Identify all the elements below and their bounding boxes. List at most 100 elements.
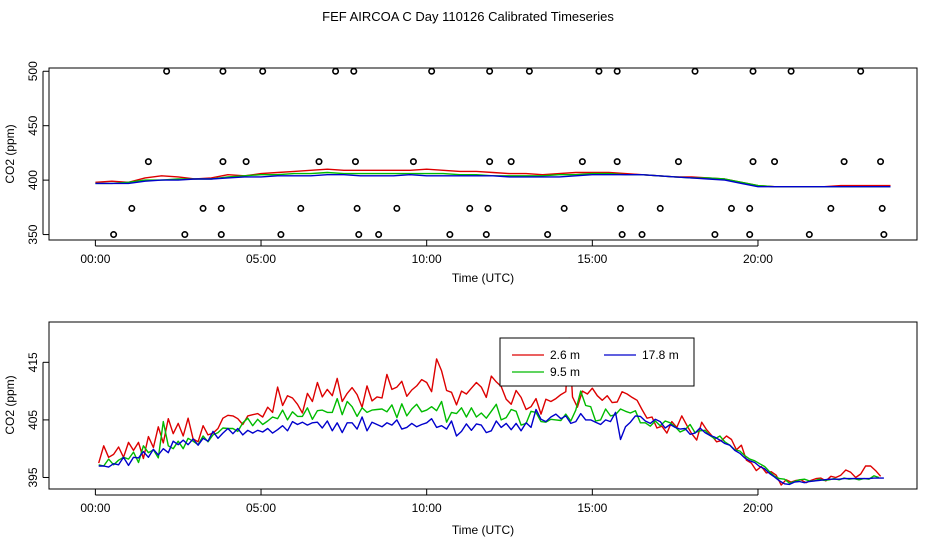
calibration-point [486, 158, 494, 166]
calibration-point [110, 231, 118, 239]
x-tick-label: 10:00 [412, 501, 442, 515]
calibration-point [691, 67, 699, 75]
calibration-point [446, 231, 454, 239]
x-tick-label: 05:00 [246, 501, 276, 515]
x-axis-label: Time (UTC) [452, 271, 514, 285]
calibration-point [746, 204, 754, 212]
calibration-point [578, 158, 586, 166]
calibration-point [351, 158, 359, 166]
calibration-point [355, 231, 363, 239]
calibration-point [618, 231, 626, 239]
x-tick-label: 20:00 [743, 252, 773, 266]
calibration-point [353, 204, 361, 212]
legend-box [499, 337, 695, 387]
calibration-point [878, 204, 886, 212]
calibration-point [199, 204, 207, 212]
x-axis: 00:00 05:00 10:00 15:00 20:00 [80, 240, 773, 266]
y-tick-label: 415 [26, 352, 40, 372]
calibration-point [827, 204, 835, 212]
calibration-point [674, 158, 682, 166]
calibration-point [560, 204, 568, 212]
calibration-point [638, 231, 646, 239]
calibration-point [428, 67, 436, 75]
y-axis: 350 400 450 500 [26, 61, 49, 245]
plot-frame [48, 321, 918, 490]
calibration-point [482, 231, 490, 239]
x-axis: 00:00 05:00 10:00 15:00 20:00 [80, 489, 773, 515]
calibration-point [746, 231, 754, 239]
x-axis-label: Time (UTC) [452, 523, 514, 537]
calibration-point [242, 158, 250, 166]
calibration-point [787, 67, 795, 75]
x-tick-label: 00:00 [80, 252, 110, 266]
calibration-point [771, 158, 779, 166]
figure-title: FEF AIRCOA C Day 110126 Calibrated Times… [322, 9, 614, 24]
x-tick-label: 20:00 [743, 501, 773, 515]
panel-co2-by-height: 00:00 05:00 10:00 15:00 20:00 395 405 415 Time… [3, 321, 918, 537]
calibration-point [277, 231, 285, 239]
calibration-point [332, 67, 340, 75]
calibration-point [128, 204, 136, 212]
legend-label-17-8m: 17.8 m [642, 348, 679, 362]
calibration-point [375, 231, 383, 239]
y-tick-label: 400 [26, 170, 40, 190]
calibration-point [181, 231, 189, 239]
calibration-point [880, 231, 888, 239]
calibration-point [711, 231, 719, 239]
plot-marks [95, 67, 891, 239]
calibration-point [144, 158, 152, 166]
plot-frame [48, 67, 918, 241]
calibration-point [219, 67, 227, 75]
calibration-point [409, 158, 417, 166]
calibration-point [544, 231, 552, 239]
x-tick-label: 15:00 [577, 501, 607, 515]
x-tick-label: 05:00 [246, 252, 276, 266]
calibration-point [163, 67, 171, 75]
calibration-point [259, 67, 267, 75]
y-axis: 395 405 415 [26, 352, 49, 487]
y-tick-label: 395 [26, 467, 40, 487]
series-line-17-8-m [98, 408, 884, 486]
y-tick-label: 450 [26, 115, 40, 135]
calibration-point [840, 158, 848, 166]
calibration-point [656, 204, 664, 212]
y-tick-label: 405 [26, 410, 40, 430]
calibration-point [595, 67, 603, 75]
calibration-point [805, 231, 813, 239]
calibration-point [484, 204, 492, 212]
calibration-point [749, 158, 757, 166]
calibration-point [877, 158, 885, 166]
legend: 2.6 m 9.5 m 17.8 m [499, 337, 695, 387]
calibration-point [466, 204, 474, 212]
calibration-point [297, 204, 305, 212]
calibration-point [613, 158, 621, 166]
calibration-point [486, 67, 494, 75]
series-line-9-5-m [98, 390, 880, 484]
calibration-point [507, 158, 515, 166]
calibration-point [315, 158, 323, 166]
y-tick-label: 500 [26, 61, 40, 81]
calibration-point [219, 158, 227, 166]
calibration-point [350, 67, 358, 75]
x-tick-label: 00:00 [80, 501, 110, 515]
panel-timeseries-with-calibrations: 00:00 05:00 10:00 15:00 20:00 350 400 450 500 T… [3, 61, 918, 285]
calibration-point [393, 204, 401, 212]
calibration-point [217, 231, 225, 239]
series-line-2-6-m [98, 337, 882, 486]
y-axis-label: CO2 (ppm) [3, 375, 17, 434]
y-tick-label: 350 [26, 224, 40, 244]
calibration-point [616, 204, 624, 212]
calibration-point [727, 204, 735, 212]
series-line-17-8-m [95, 173, 891, 188]
calibration-point [217, 204, 225, 212]
calibration-point [857, 67, 865, 75]
series-line-9-5-m [95, 171, 891, 188]
legend-label-2-6m: 2.6 m [550, 348, 580, 362]
x-tick-label: 10:00 [412, 252, 442, 266]
calibration-point [613, 67, 621, 75]
x-tick-label: 15:00 [577, 252, 607, 266]
y-axis-label: CO2 (ppm) [3, 124, 17, 183]
plot-marks [98, 337, 884, 486]
legend-label-9-5m: 9.5 m [550, 365, 580, 379]
